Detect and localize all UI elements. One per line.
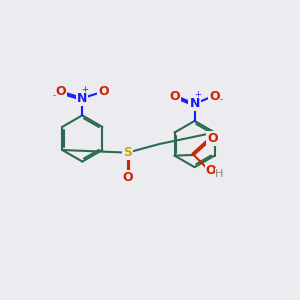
Text: O: O — [209, 90, 220, 103]
Text: N: N — [77, 92, 88, 105]
Text: O: O — [122, 171, 133, 184]
Text: O: O — [98, 85, 109, 98]
Text: O: O — [169, 90, 180, 103]
Text: -: - — [52, 91, 56, 100]
Text: N: N — [189, 97, 200, 110]
Text: -: - — [220, 95, 223, 104]
Text: O: O — [56, 85, 66, 98]
Text: O: O — [206, 164, 216, 177]
Text: +: + — [82, 85, 88, 94]
Text: H: H — [215, 169, 224, 179]
Text: +: + — [194, 90, 201, 99]
Text: S: S — [123, 146, 132, 159]
Text: O: O — [207, 132, 218, 145]
